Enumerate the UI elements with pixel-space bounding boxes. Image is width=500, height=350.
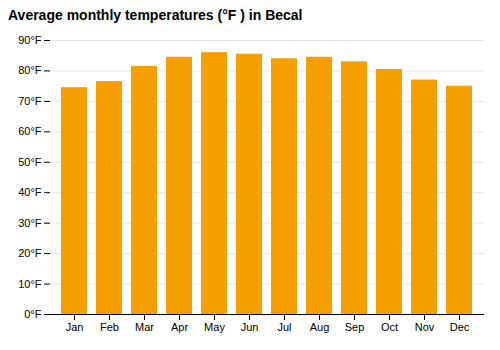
svg-text:Dec: Dec xyxy=(450,321,470,333)
svg-text:Nov: Nov xyxy=(415,321,435,333)
svg-text:Jan: Jan xyxy=(66,321,84,333)
svg-text:Oct: Oct xyxy=(381,321,398,333)
svg-text:0°F: 0°F xyxy=(24,308,42,320)
svg-text:Jun: Jun xyxy=(241,321,259,333)
svg-text:Apr: Apr xyxy=(171,321,188,333)
svg-text:50°F: 50°F xyxy=(18,156,42,168)
svg-text:Feb: Feb xyxy=(100,321,119,333)
svg-text:Jul: Jul xyxy=(277,321,291,333)
svg-text:Mar: Mar xyxy=(135,321,154,333)
svg-text:60°F: 60°F xyxy=(18,125,42,137)
svg-text:70°F: 70°F xyxy=(18,95,42,107)
svg-text:30°F: 30°F xyxy=(18,217,42,229)
svg-text:80°F: 80°F xyxy=(18,64,42,76)
html-text:Average monthly temperatures (: Average monthly temperatures (°F ) in Be… xyxy=(8,7,303,23)
svg-text:20°F: 20°F xyxy=(18,247,42,259)
svg-text:Sep: Sep xyxy=(345,321,365,333)
svg-text:May: May xyxy=(204,321,225,333)
svg-text:Aug: Aug xyxy=(310,321,330,333)
svg-text:90°F: 90°F xyxy=(18,34,42,46)
svg-text:40°F: 40°F xyxy=(18,186,42,198)
svg-text:10°F: 10°F xyxy=(18,278,42,290)
